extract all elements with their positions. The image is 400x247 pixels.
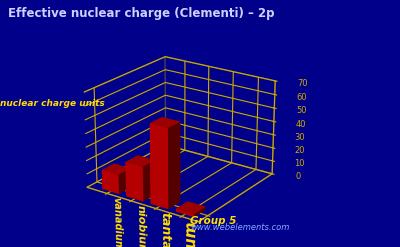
Text: www.webelements.com: www.webelements.com <box>190 223 290 232</box>
Text: nuclear charge units: nuclear charge units <box>0 99 104 108</box>
Text: Effective nuclear charge (Clementi) – 2p: Effective nuclear charge (Clementi) – 2p <box>8 7 274 21</box>
